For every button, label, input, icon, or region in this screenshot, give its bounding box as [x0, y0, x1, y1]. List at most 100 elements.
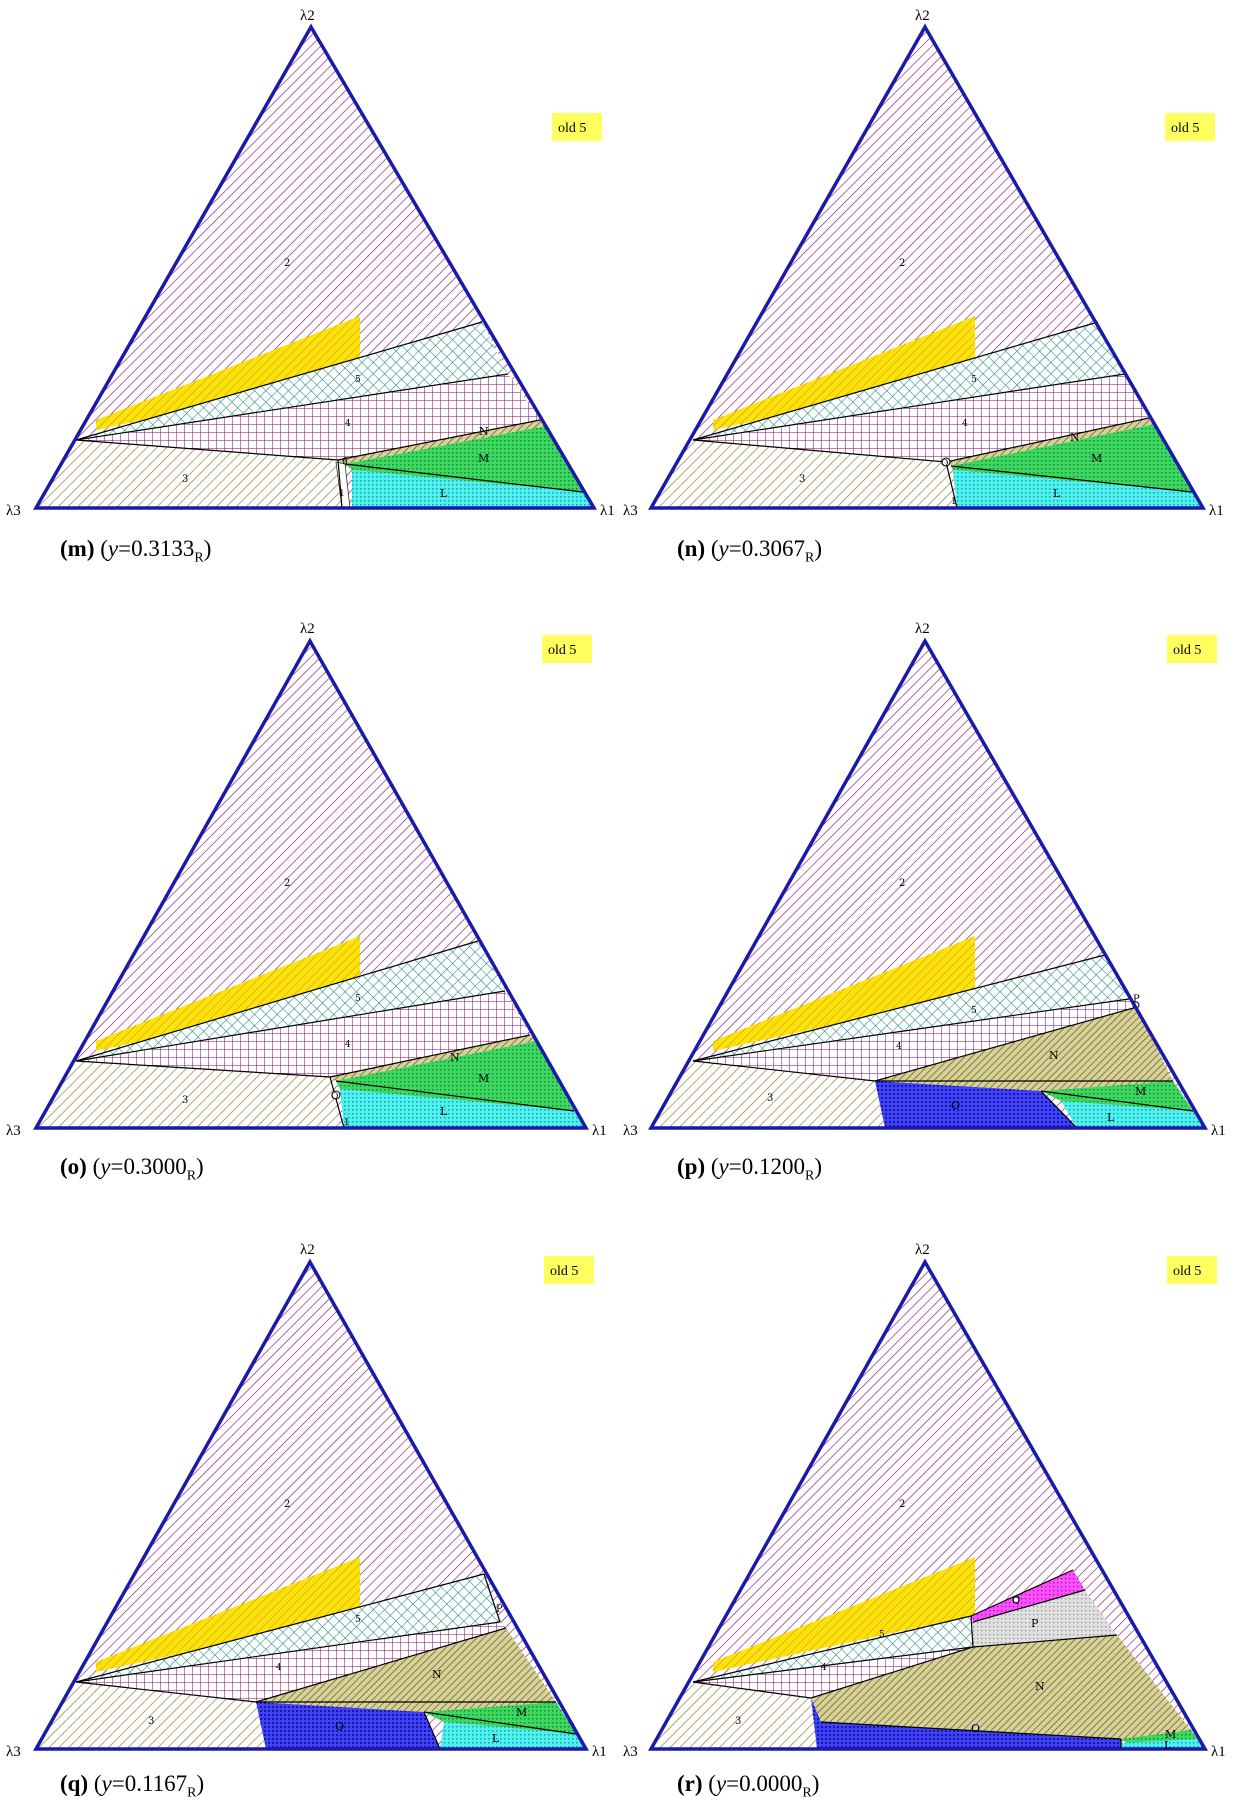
vertex-left-label: λ3 [623, 1123, 638, 1139]
old-badge: old 5 [548, 643, 576, 658]
ternary-diagram-q: λ2 λ3 λ1 old 5 2 5 4 3 N M L O P [6, 1242, 607, 1760]
yellow-region [713, 316, 975, 430]
label-P: P [1133, 994, 1140, 1005]
caption-m: (m) (y=0.3133R) [60, 536, 212, 566]
vertex-right-label: λ1 [1211, 1744, 1226, 1760]
region-N [946, 418, 1155, 466]
region-O [875, 1081, 1077, 1128]
label-4: 4 [345, 1040, 351, 1050]
caption-y: y [718, 536, 729, 561]
region-5 [76, 322, 508, 440]
triangle-border [32, 23, 598, 510]
old-badge-bg [1167, 1256, 1217, 1284]
old-badge-bg [1167, 635, 1217, 663]
label-O: O [951, 1099, 960, 1112]
label-5: 5 [355, 994, 361, 1004]
label-2: 2 [284, 1499, 290, 1510]
ternary-diagram-m: λ2 λ3 λ1 old 5 2 5 4 3 N M L 6 1 [6, 8, 615, 519]
region-N [338, 420, 546, 464]
vertex-right-label: λ1 [1211, 1123, 1226, 1139]
label-M: M [1091, 452, 1102, 465]
label-1: 1 [951, 497, 957, 507]
label-2: 2 [284, 258, 290, 269]
region-4 [693, 999, 1137, 1081]
caption-sub: R [194, 550, 204, 566]
region-L [340, 1089, 586, 1128]
caption-y: y [101, 1771, 112, 1796]
region-M [1041, 1081, 1193, 1111]
old-badge: old 5 [550, 1264, 578, 1279]
old-badge: old 5 [558, 121, 586, 136]
region-3 [651, 1682, 817, 1749]
region-L [953, 470, 1203, 508]
caption-tag: (p) [677, 1154, 706, 1179]
old-badge: old 5 [1171, 121, 1199, 136]
caption-value: =0.1200 [728, 1154, 805, 1179]
point-O [941, 457, 951, 467]
label-3: 3 [767, 1093, 773, 1104]
panel-p: λ2 λ3 λ1 old 5 2 5 4 3 N M L O P (p) (y=… [621, 601, 1242, 1202]
caption-o: (o) (y=0.3000R) [60, 1154, 204, 1184]
label-M: M [1135, 1085, 1146, 1098]
region-5 [693, 955, 1129, 1061]
vertex-left-label: λ3 [623, 503, 638, 519]
ternary-diagram-p: λ2 λ3 λ1 old 5 2 5 4 3 N M L O P [623, 621, 1226, 1139]
caption-n: (n) (y=0.3067R) [677, 536, 823, 566]
label-3: 3 [148, 1716, 154, 1727]
panel-m: λ2 λ3 λ1 old 5 2 5 4 3 N M L 6 1 (m) (y=… [0, 0, 621, 601]
label-L: L [492, 1732, 500, 1745]
triangle-border [33, 1258, 590, 1751]
label-3: 3 [182, 1095, 188, 1106]
label-1: 1 [344, 1118, 350, 1128]
region-3 [36, 1682, 266, 1749]
vertex-top-label: λ2 [300, 8, 315, 24]
old-badge-bg [542, 635, 592, 663]
vertex-top-label: λ2 [915, 8, 930, 24]
caption-tag: (n) [677, 536, 706, 561]
label-4: 4 [276, 1663, 282, 1673]
old-badge-bg [1165, 113, 1215, 141]
region-O [811, 1698, 1121, 1749]
old-badge-bg [552, 113, 602, 141]
label-5: 5 [879, 1630, 885, 1640]
region-L [1061, 1101, 1205, 1128]
label-2: 2 [284, 878, 290, 889]
region-5 [76, 941, 505, 1061]
triangle-border [648, 637, 1209, 1130]
label-2: 2 [899, 1499, 905, 1510]
vertex-left-label: λ3 [6, 503, 21, 519]
label-4: 4 [345, 419, 351, 429]
region-N [811, 1635, 1191, 1740]
region-4 [76, 991, 530, 1077]
label-5: 5 [355, 1615, 361, 1625]
label-3: 3 [735, 1716, 741, 1727]
label-2: 2 [899, 878, 905, 889]
region-M [345, 426, 583, 492]
vertex-right-label: λ1 [1209, 503, 1224, 519]
caption-value: =0.0000 [726, 1771, 803, 1796]
caption-sub: R [187, 1785, 197, 1801]
caption-sub: R [805, 1168, 815, 1184]
caption-y: y [715, 1771, 727, 1796]
caption-tag: (m) [60, 536, 95, 561]
caption-tag: (r) [677, 1771, 703, 1796]
region-O [256, 1702, 440, 1749]
label-N: N [1035, 1680, 1045, 1693]
region-N [875, 1007, 1173, 1091]
region-L [440, 1722, 586, 1749]
region-3 [651, 440, 957, 508]
ternary-diagram-o: λ2 λ3 λ1 old 5 2 5 4 3 N M L O 1 [6, 621, 607, 1139]
old-badge: old 5 [1173, 1264, 1201, 1279]
vertex-top-label: λ2 [300, 621, 315, 637]
caption-sub: R [802, 1785, 812, 1801]
region-3 [36, 440, 342, 508]
region-5 [693, 322, 1125, 440]
label-N: N [432, 1668, 442, 1681]
label-Q: Q [1012, 1595, 1020, 1606]
point-O [331, 1090, 341, 1100]
label-M: M [516, 1706, 527, 1719]
label-N: N [1049, 1049, 1059, 1062]
region-4 [76, 374, 540, 460]
old-badge-bg [544, 1256, 594, 1284]
label-5: 5 [971, 1006, 977, 1016]
